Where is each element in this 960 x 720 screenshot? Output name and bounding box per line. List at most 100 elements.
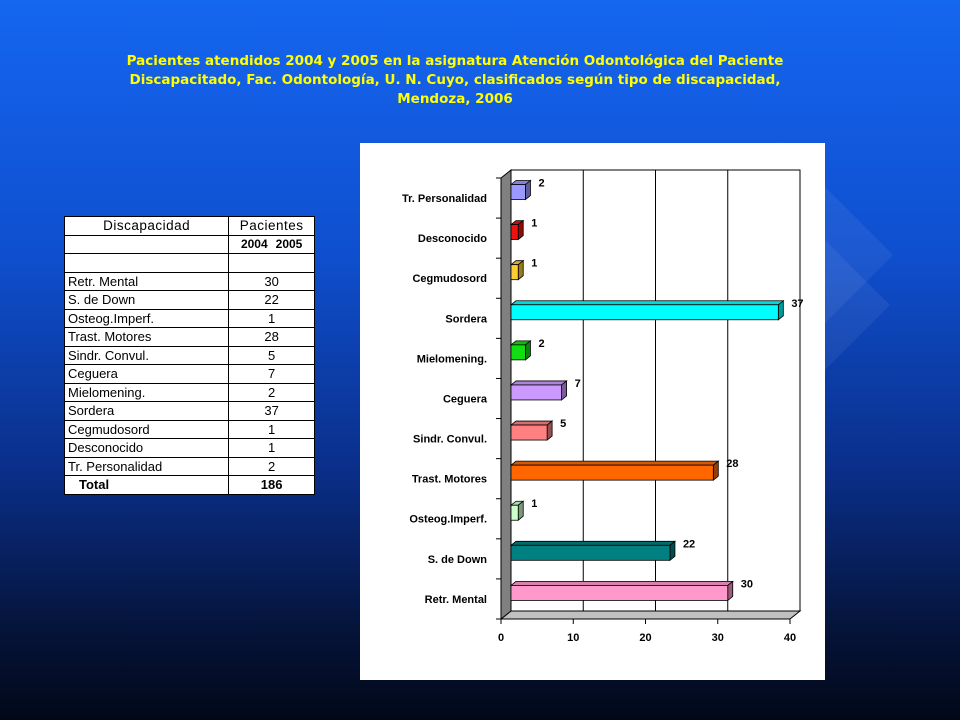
bar-chart: 0 10 20 30 40 2 Tr. Personalidad 1 Desconocido 1 C…	[402, 168, 804, 644]
table-row: Ceguera 7	[63, 364, 315, 384]
bar-chart-panel: 0 10 20 30 40 2 Tr. Personalidad 1 Desconocido 1 C…	[360, 143, 825, 680]
total-value: 186	[228, 475, 315, 495]
category-label: Cegmudosord	[412, 273, 487, 285]
bar	[510, 585, 729, 601]
bar	[510, 504, 519, 521]
row-pacientes: 22	[228, 290, 315, 310]
bar-top	[509, 460, 720, 466]
total-label: Total	[63, 475, 230, 495]
bar-value-label: 1	[531, 258, 537, 270]
bar-value-label: 28	[726, 458, 738, 470]
row-discapacidad: S. de Down	[63, 290, 230, 310]
table-row: Sordera 37	[63, 401, 315, 421]
bar	[510, 344, 526, 361]
row-discapacidad: Mielomening.	[63, 382, 230, 402]
table-header-row: Discapacidad Pacientes	[63, 216, 315, 236]
row-pacientes: 30	[228, 271, 315, 291]
bar-value-label: 1	[531, 218, 537, 230]
row-pacientes: 5	[228, 345, 315, 365]
row-discapacidad: Sordera	[63, 401, 230, 421]
header-pacientes: Pacientes	[228, 216, 315, 236]
year-label: 2004	[240, 236, 268, 251]
row-discapacidad: Osteog.Imperf.	[63, 308, 230, 328]
table-row: Retr. Mental 30	[63, 271, 315, 291]
row-discapacidad: Tr. Personalidad	[63, 456, 230, 476]
table-row: Tr. Personalidad 2	[63, 456, 315, 476]
category-label: S. de Down	[428, 554, 488, 566]
category-label: Sindr. Convul.	[413, 434, 487, 446]
table-body: Retr. Mental 30 S. de Down 22 Osteog.Imperf.…	[63, 271, 315, 476]
bar	[510, 544, 671, 561]
bar-value-label: 2	[538, 338, 544, 350]
table-row: Sindr. Convul. 5	[63, 345, 315, 365]
row-pacientes: 1	[228, 308, 315, 328]
table-row: Trast. Motores 28	[63, 327, 315, 347]
slide-title-line: Discapacitado, Fac. Odontología, U. N. C…	[129, 72, 781, 88]
bar-value-label: 30	[741, 578, 753, 590]
x-tick-label: 20	[639, 632, 651, 644]
slide-title: Pacientes atendidos 2004 y 2005 en la as…	[95, 52, 815, 109]
bar	[510, 464, 714, 481]
bar-value-label: 2	[538, 178, 544, 190]
bar-top	[509, 300, 785, 306]
category-label: Desconocido	[418, 233, 487, 245]
bar-value-label: 7	[575, 378, 581, 390]
bar	[510, 264, 519, 281]
x-tick-label: 40	[784, 632, 796, 644]
bar	[510, 304, 779, 321]
bar	[510, 384, 562, 401]
row-pacientes: 2	[228, 456, 315, 476]
empty-cell	[63, 234, 230, 254]
table-row: Osteog.Imperf. 1	[63, 308, 315, 328]
category-label: Tr. Personalidad	[402, 193, 487, 205]
empty-cell	[63, 253, 230, 273]
bar-top	[509, 540, 677, 546]
table-row: Mielomening. 2	[63, 382, 315, 402]
x-tick-label: 10	[567, 632, 579, 644]
category-label: Mielomening.	[417, 353, 487, 365]
bar-value-label: 37	[791, 298, 803, 310]
table-row: Desconocido 1	[63, 438, 315, 458]
category-label: Trast. Motores	[412, 474, 487, 486]
table-years-row: 2004 2005	[63, 234, 315, 254]
row-pacientes: 1	[228, 438, 315, 458]
x-tick-label: 30	[712, 632, 724, 644]
row-pacientes: 1	[228, 419, 315, 439]
years-cell: 2004 2005	[228, 234, 315, 254]
row-discapacidad: Ceguera	[63, 364, 230, 384]
chart-wall	[500, 168, 512, 621]
bar	[510, 424, 548, 441]
bar-top	[509, 380, 568, 386]
chart-floor	[499, 610, 802, 620]
row-discapacidad: Sindr. Convul.	[63, 345, 230, 365]
row-discapacidad: Retr. Mental	[63, 271, 230, 291]
bar	[510, 224, 519, 240]
category-label: Sordera	[445, 313, 487, 325]
table-row: S. de Down 22	[63, 290, 315, 310]
bar-value-label: 1	[531, 498, 537, 510]
row-discapacidad: Cegmudosord	[63, 419, 230, 439]
slide-title-line: Mendoza, 2006	[397, 91, 513, 107]
table-row: Cegmudosord 1	[63, 419, 315, 439]
row-discapacidad: Desconocido	[63, 438, 230, 458]
year-label: 2005	[275, 236, 303, 251]
row-pacientes: 7	[228, 364, 315, 384]
x-tick-label: 0	[498, 632, 504, 644]
bar-top	[509, 581, 734, 586]
empty-cell	[228, 253, 315, 273]
bar-top	[509, 420, 554, 426]
category-label: Osteog.Imperf.	[409, 514, 487, 526]
row-pacientes: 2	[228, 382, 315, 402]
patients-table: Discapacidad Pacientes 2004 2005 Retr. Me…	[63, 216, 315, 495]
bar-value-label: 22	[683, 538, 695, 550]
table-spacer-row	[63, 253, 315, 273]
row-pacientes: 37	[228, 401, 315, 421]
row-discapacidad: Trast. Motores	[63, 327, 230, 347]
table-total-row: Total 186	[63, 475, 315, 495]
bar	[510, 184, 526, 200]
bar-value-label: 5	[560, 418, 566, 430]
header-discapacidad: Discapacidad	[63, 216, 230, 236]
category-label: Ceguera	[443, 393, 488, 405]
row-pacientes: 28	[228, 327, 315, 347]
slide-title-line: Pacientes atendidos 2004 y 2005 en la as…	[126, 53, 784, 69]
